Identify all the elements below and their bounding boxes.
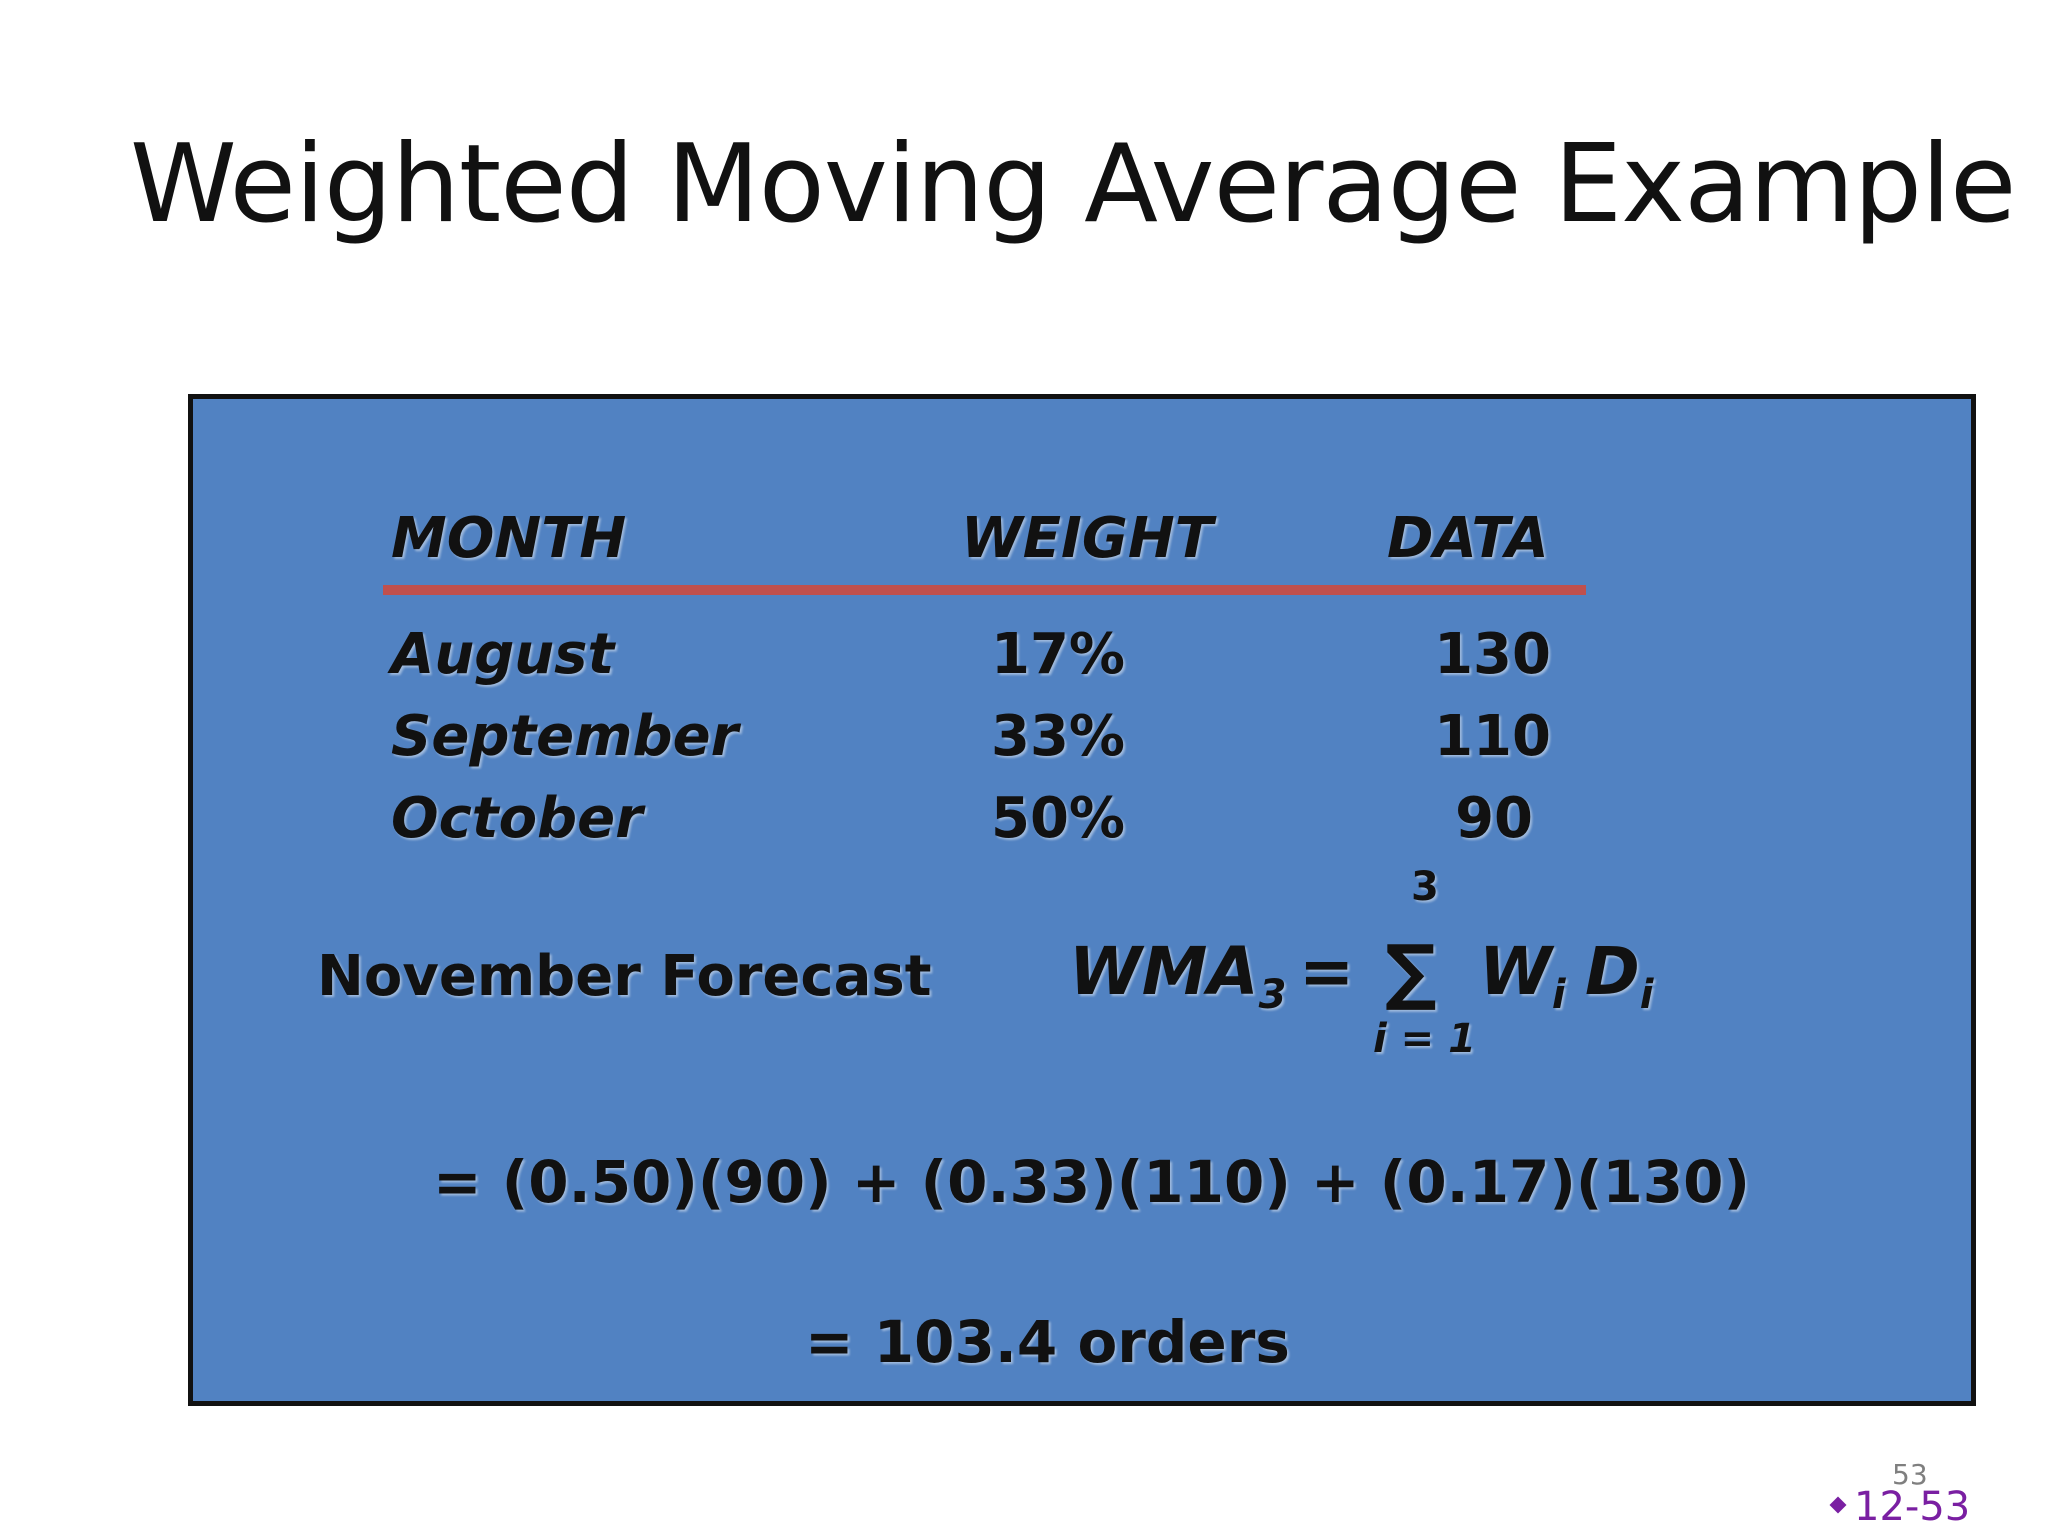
d-term: Di	[1585, 939, 1654, 1018]
header-weight: WEIGHT	[961, 506, 1213, 571]
row-data-october: 90	[1455, 786, 1533, 851]
wma-symbol: WMA3	[1069, 939, 1287, 1018]
d-text: D	[1585, 933, 1640, 1010]
slide-code: 12-53	[1829, 1484, 1971, 1530]
w-term: Wi	[1479, 939, 1566, 1018]
slide-code-text: 12-53	[1854, 1484, 1971, 1530]
w-text: W	[1479, 933, 1552, 1010]
d-subscript: i	[1639, 972, 1654, 1018]
page-number: 53	[1892, 1458, 1928, 1491]
wma-subscript: 3	[1258, 972, 1287, 1018]
sigma-symbol: ∑	[1385, 929, 1437, 1013]
row-month-august: August	[391, 622, 615, 687]
w-subscript: i	[1551, 972, 1566, 1018]
diamond-bullet-icon	[1829, 1496, 1847, 1514]
forecast-label: November Forecast	[317, 944, 932, 1009]
header-rule	[383, 585, 1586, 595]
sum-upper-limit: 3	[1411, 864, 1439, 910]
calculation-line: = (0.50)(90) + (0.33)(110) + (0.17)(130)	[433, 1148, 1751, 1216]
sum-lower-limit: i = 1	[1373, 1016, 1476, 1062]
header-data: DATA	[1387, 506, 1549, 571]
row-weight-october: 50%	[991, 786, 1126, 851]
row-weight-august: 17%	[991, 622, 1126, 687]
header-month: MONTH	[391, 506, 627, 571]
row-data-august: 130	[1434, 622, 1551, 687]
wma-text: WMA	[1069, 933, 1259, 1010]
slide-title: Weighted Moving Average Example	[130, 122, 2016, 247]
example-panel: MONTH WEIGHT DATA August 17% 130 Septemb…	[188, 394, 1976, 1406]
row-month-september: September	[391, 704, 739, 769]
result-line: = 103.4 orders	[805, 1308, 1290, 1376]
row-weight-september: 33%	[991, 704, 1126, 769]
row-month-october: October	[391, 786, 643, 851]
formula-equals: =	[1299, 933, 1355, 1010]
row-data-september: 110	[1434, 704, 1551, 769]
